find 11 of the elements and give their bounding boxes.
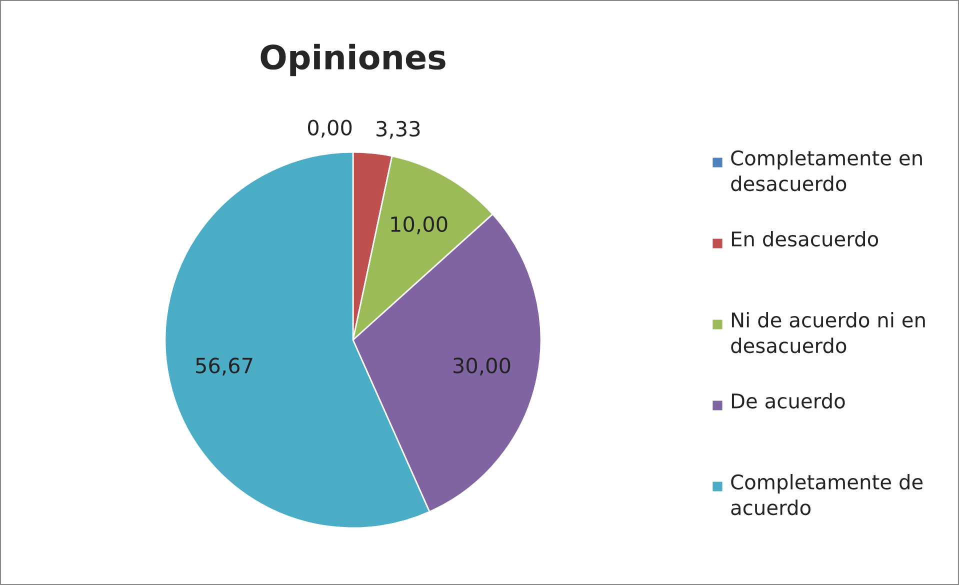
- legend-label: Completamente de acuerdo: [731, 474, 923, 516]
- legend-label: En desacuerdo: [732, 231, 878, 247]
- data-label: 56,67: [196, 358, 252, 376]
- data-label: 30,00: [454, 358, 510, 376]
- legend-label: Ni de acuerdo ni en desacuerdo: [731, 312, 925, 354]
- text: 0,00: [308, 120, 352, 138]
- data-label: 3,33: [376, 120, 420, 139]
- legend-label: Completamente en desacuerdo: [731, 150, 922, 192]
- data-label: 10,00: [391, 216, 448, 234]
- chart-title: Opiniones: [260, 44, 446, 76]
- legend-label: De acuerdo: [732, 393, 845, 409]
